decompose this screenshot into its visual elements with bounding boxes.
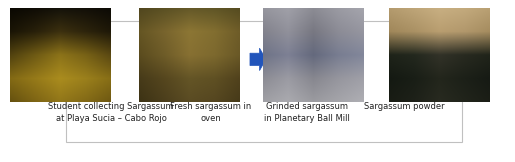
Text: Sargassum powder: Sargassum powder [364, 102, 445, 111]
Text: Fresh sargassum in
oven: Fresh sargassum in oven [170, 102, 252, 123]
Polygon shape [347, 48, 363, 71]
Text: Grinded sargassum
in Planetary Ball Mill: Grinded sargassum in Planetary Ball Mill [264, 102, 350, 123]
Text: Student collecting Sargassum
at Playa Sucia – Cabo Rojo: Student collecting Sargassum at Playa Su… [48, 102, 174, 123]
Polygon shape [250, 48, 266, 71]
Polygon shape [153, 48, 169, 71]
